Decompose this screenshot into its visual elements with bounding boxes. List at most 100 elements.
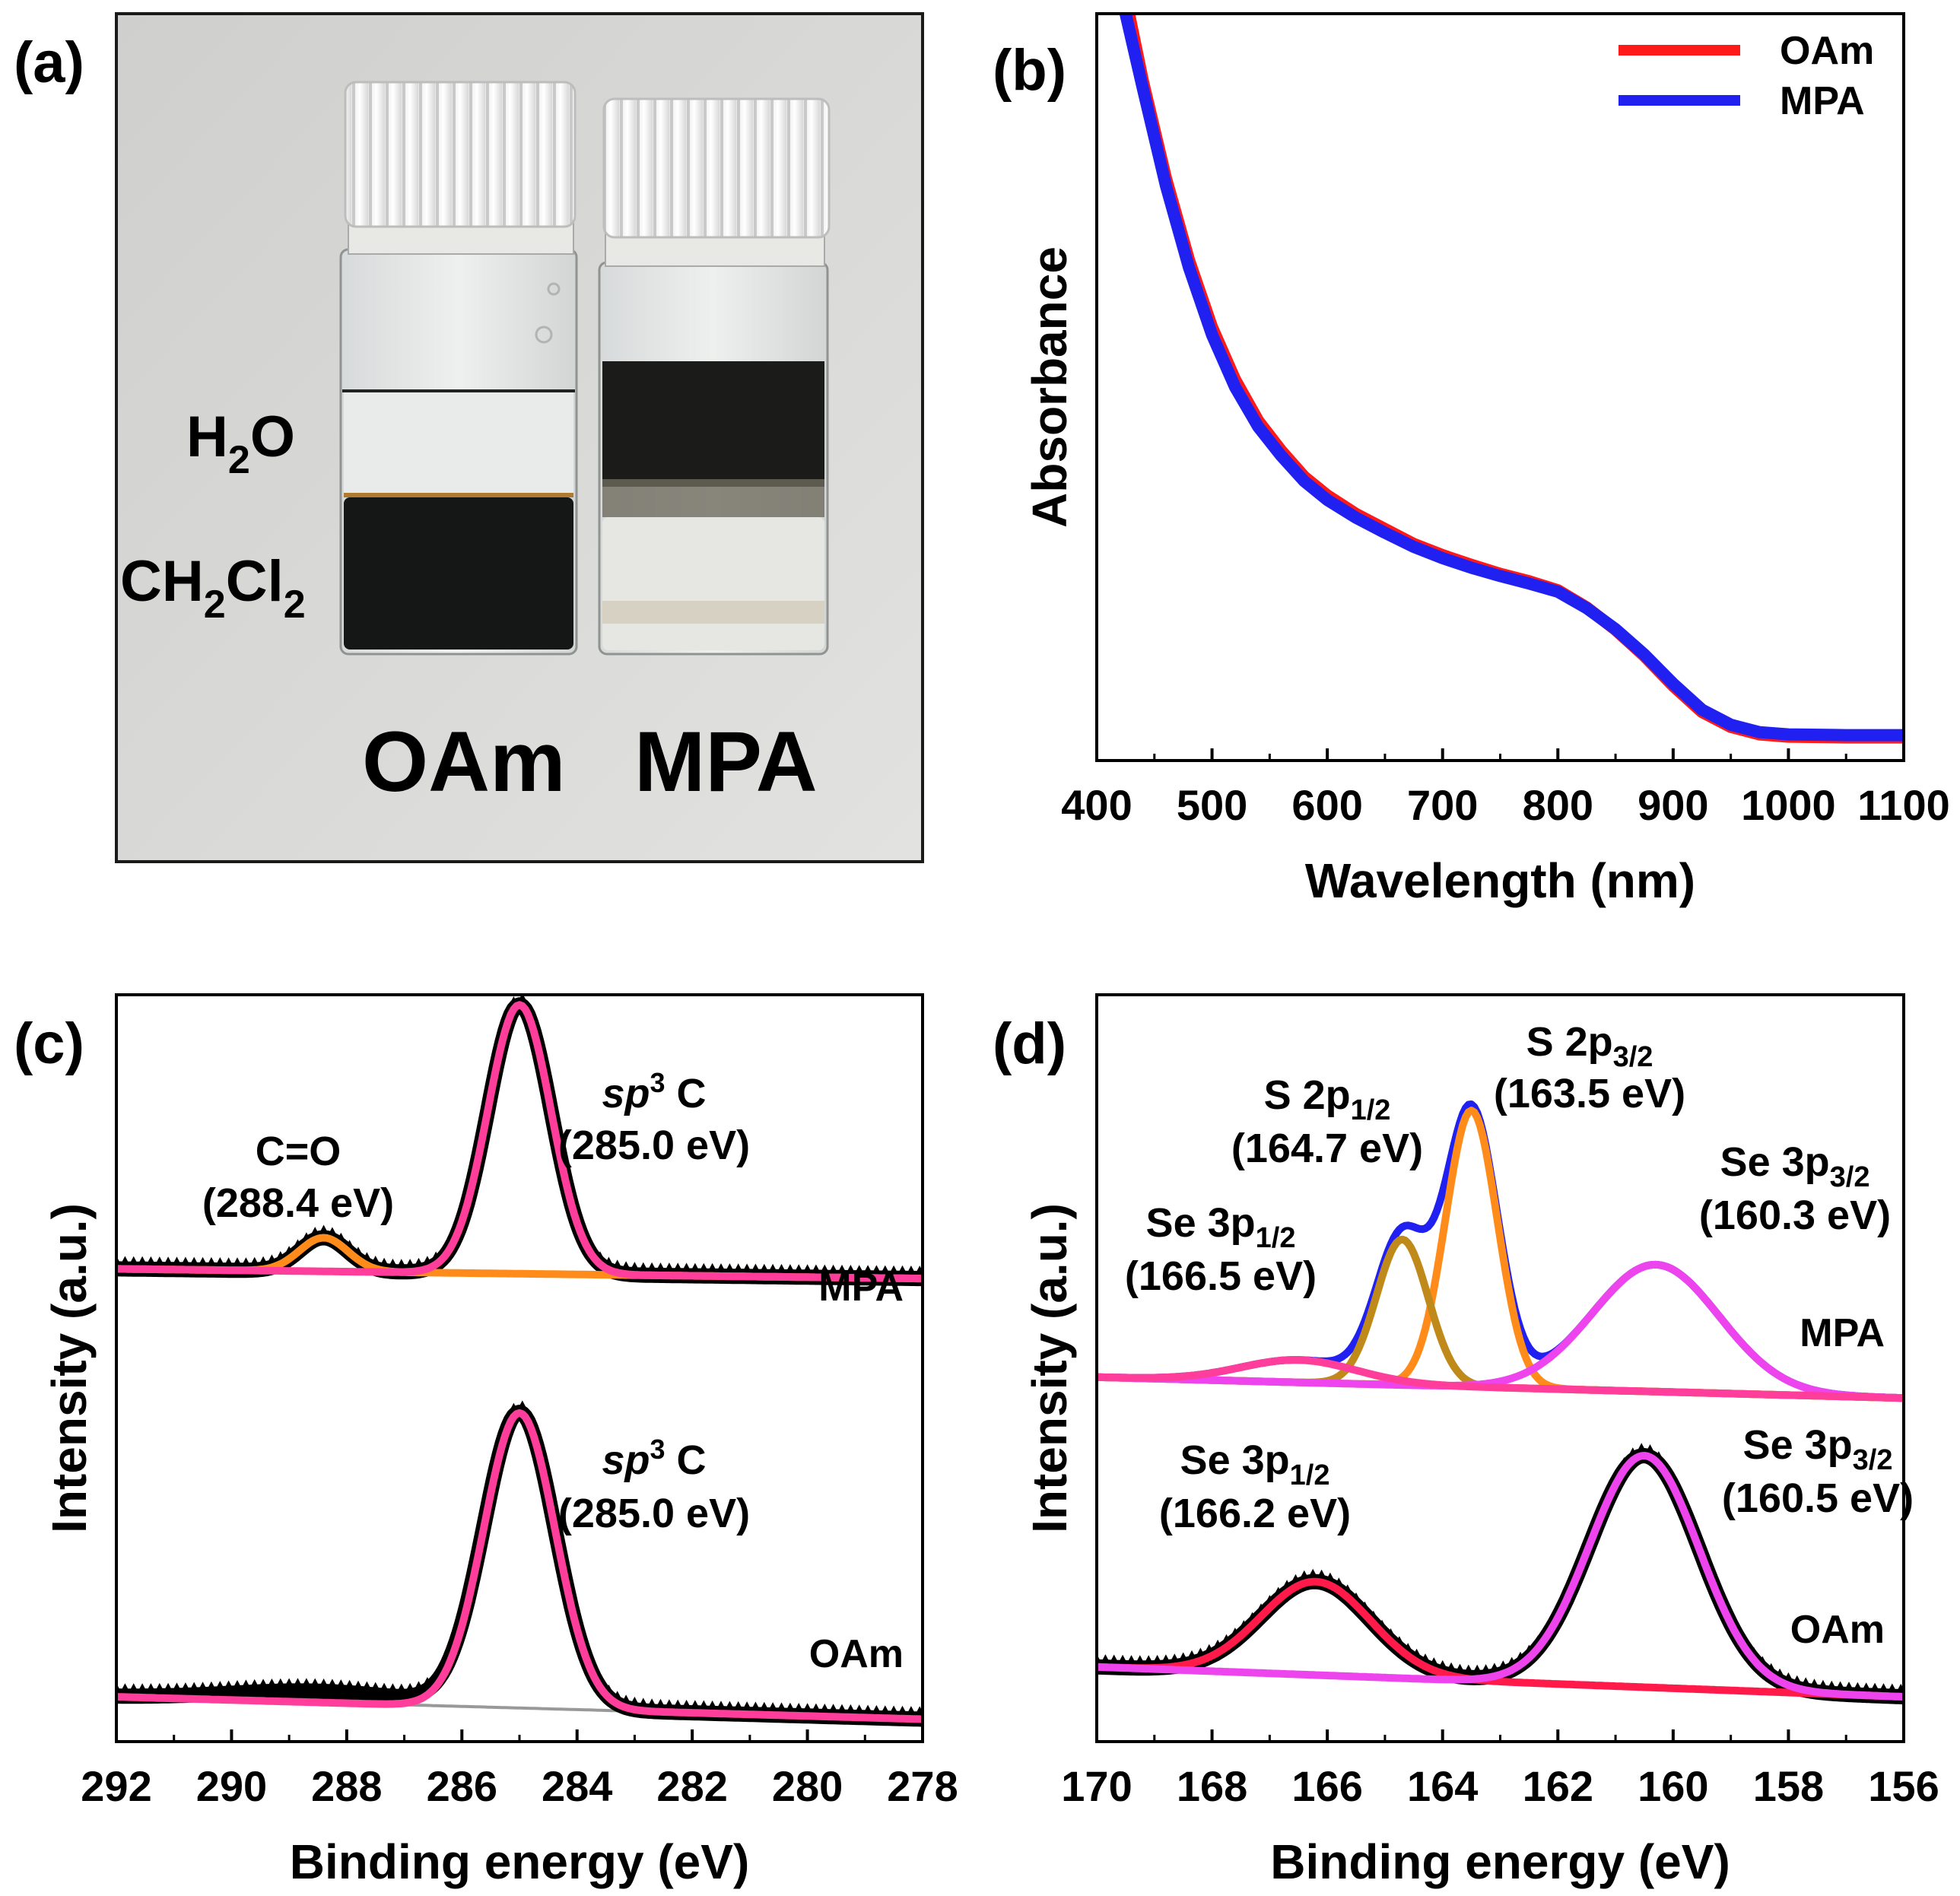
c-series-oam-data [118,1405,921,1727]
dcm-layer-dark [344,497,573,649]
vial-cap [602,97,831,239]
ann-co-energy: (288.4 eV) [202,1180,394,1226]
vial-cap [344,81,577,228]
c-data-point [299,1678,313,1691]
c-data-point [325,1678,339,1692]
legend-b: OAm MPA [1619,29,1874,123]
c-xlabel: Binding energy (eV) [290,1834,750,1889]
panel-d-label: (d) [993,1012,1066,1076]
c-xtick-label: 280 [772,1762,843,1810]
d-xtick-label: 166 [1291,1762,1362,1810]
d-xlabel: Binding energy (eV) [1270,1834,1730,1889]
panel-d: (d) 170 168 166 164 162 160 158 156 Binding ener… [993,993,1939,1889]
c-xtick-label: 284 [542,1762,612,1810]
ann-se3p32-oam-energy: (160.5 eV) [1722,1475,1914,1521]
c-data-point [118,1683,132,1697]
ann-se3p12-mpa: Se 3p1/2 [1146,1200,1296,1254]
d-series-se-3p3-2-fit-mpa- [1098,1260,1902,1402]
c-xtick-label: 278 [887,1762,958,1810]
c-xtick-label: 286 [427,1762,497,1810]
water-layer [344,392,573,496]
b-xtick-label: 1100 [1857,781,1950,829]
label-h2o: H2O [186,405,295,482]
c-series-mpa-data [118,997,921,1287]
c-ylabel: Intensity (a.u.) [42,1203,97,1533]
ann-se3p12-mpa-energy: (166.5 eV) [1125,1253,1317,1299]
c-series-mpa-sp3-c-fit [118,1001,921,1283]
c-xtick-label: 290 [196,1762,267,1810]
c-data-point [308,1678,322,1691]
ann-sp3-oam: sp3 C [602,1434,706,1483]
c-frame [115,993,924,1743]
legend-label-mpa: MPA [1780,79,1865,123]
d-xtick-label: 164 [1407,1762,1478,1810]
panel-b-label: (b) [993,38,1066,103]
label-vial-oam: OAm [362,714,566,809]
b-xtick-label: 700 [1407,781,1478,829]
d-xtick-label: 170 [1061,1762,1132,1810]
plot-b: 400 500 600 700 800 900 1000 1100 Wavelength (nm… [1022,12,1950,908]
bubble [535,326,553,344]
ann-sp3-mpa-energy: (285.0 eV) [558,1123,750,1168]
ann-sp3-mpa: sp3 C [602,1067,706,1116]
panel-c-label: (c) [14,1012,84,1076]
vial-mpa [598,97,831,656]
d-xtick-label: 156 [1868,1762,1939,1810]
c-data-point [368,1682,383,1695]
panel-a-label: (a) [14,30,84,95]
residue [602,601,824,624]
plot-c: 292 290 288 286 284 282 280 278 Binding energy (… [42,993,958,1889]
c-data-point [411,1681,426,1694]
d-data-point [1461,1664,1476,1678]
c-data-point [360,1681,374,1694]
d-series-se-3p1-2-fit-mpa- [1098,1356,1902,1402]
c-stack-label-mpa: MPA [818,1266,904,1310]
b-xtick-label: 1000 [1741,781,1836,829]
c-data-point [316,1678,331,1691]
b-xtick-label: 400 [1061,781,1132,829]
vial-oam [339,81,578,656]
b-xlabel: Wavelength (nm) [1305,853,1695,908]
panel-a: (a) H2O CH2Cl2 OAm MPA [14,12,924,863]
ann-se3p32-mpa: Se 3p3/2 [1720,1139,1870,1193]
ann-se3p12-oam: Se 3p1/2 [1180,1437,1330,1491]
b-ylabel: Absorbance [1022,246,1077,528]
c-xtick-label: 288 [311,1762,382,1810]
d-stack-label-mpa: MPA [1800,1311,1885,1355]
interface-line [344,493,573,497]
c-data-point [377,1682,392,1696]
d-xtick-label: 158 [1753,1762,1824,1810]
c-data-point [126,1683,141,1697]
b-frame [1095,12,1905,762]
c-data-point [342,1679,357,1693]
c-data-point [386,1683,400,1697]
c-data-point [291,1678,305,1691]
c-data-point [282,1678,297,1691]
d-ylabel: Intensity (a.u.) [1022,1203,1077,1533]
water-layer-dark [602,361,824,487]
panel-c: (c) 292 290 288 286 284 282 280 278 Binding ener… [14,993,958,1889]
d-xtick-label: 162 [1523,1762,1593,1810]
series-mpa [1120,15,1902,742]
ann-se3p32-mpa-energy: (160.3 eV) [1699,1193,1891,1238]
c-xtick-label: 282 [656,1762,727,1810]
ann-se3p12-oam-energy: (166.2 eV) [1159,1491,1351,1536]
d-series-se-3p3-2-fit-oam- [1098,1452,1902,1701]
d-xtick-label: 160 [1638,1762,1708,1810]
d-series-se-3p1-2-fit-oam- [1098,1577,1902,1701]
ann-s2p12-energy: (164.7 eV) [1231,1126,1423,1171]
label-ch2cl2: CH2Cl2 [120,549,306,627]
d-xtick-label: 168 [1177,1762,1247,1810]
panel-b: (b) 400 500 600 700 800 900 1000 1100 Wavelength… [993,12,1950,908]
dcm-layer-clear [602,517,824,650]
b-xtick-label: 900 [1638,781,1708,829]
c-stack-label-oam: OAm [809,1632,904,1676]
ann-se3p32-oam: Se 3p3/2 [1743,1422,1893,1476]
c-data-point [351,1680,365,1694]
d-stack-label-oam: OAm [1790,1608,1885,1652]
c-data-point [144,1683,158,1697]
c-xtick-label: 292 [81,1762,151,1810]
ann-s2p32: S 2p3/2 [1526,1019,1653,1073]
c-data-point [334,1679,348,1693]
